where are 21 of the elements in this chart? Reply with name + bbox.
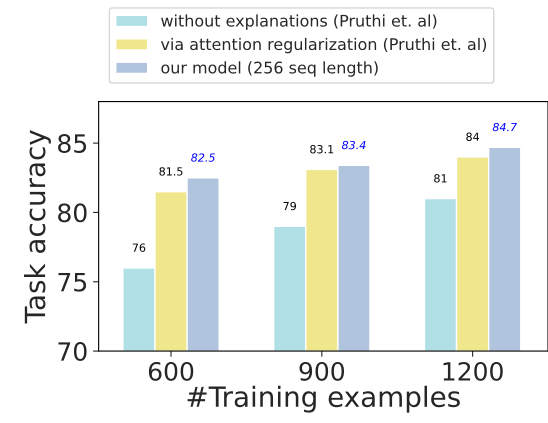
data-label: 83.4 — [342, 140, 366, 150]
x-axis-title: #Training examples — [188, 386, 460, 413]
data-label: 79 — [284, 202, 296, 210]
legend-label: without explanations (Pruthi et. al) — [161, 14, 436, 30]
y-tick-label: 85 — [58, 134, 86, 153]
legend-label: our model (256 seq length) — [161, 61, 378, 77]
y-axis-title: Task accuracy — [24, 130, 51, 324]
data-label: 81.5 — [159, 167, 182, 176]
data-label: 76 — [132, 243, 146, 252]
data-label: 81 — [434, 174, 447, 183]
legend-label: via attention regularization (Pruthi et. al) — [160, 38, 486, 54]
y-tick-label: 70 — [58, 342, 87, 361]
data-label: 84.7 — [492, 122, 517, 132]
y-tick-label: 75 — [58, 273, 86, 292]
y-tick-label: 80 — [58, 203, 87, 222]
x-tick-label: 1200 — [444, 362, 503, 381]
data-label: 82.5 — [191, 153, 215, 162]
x-tick-label: 600 — [148, 362, 194, 381]
x-tick-label: 900 — [300, 362, 344, 381]
data-label: 84 — [466, 132, 480, 141]
data-label: 83.1 — [310, 145, 334, 154]
